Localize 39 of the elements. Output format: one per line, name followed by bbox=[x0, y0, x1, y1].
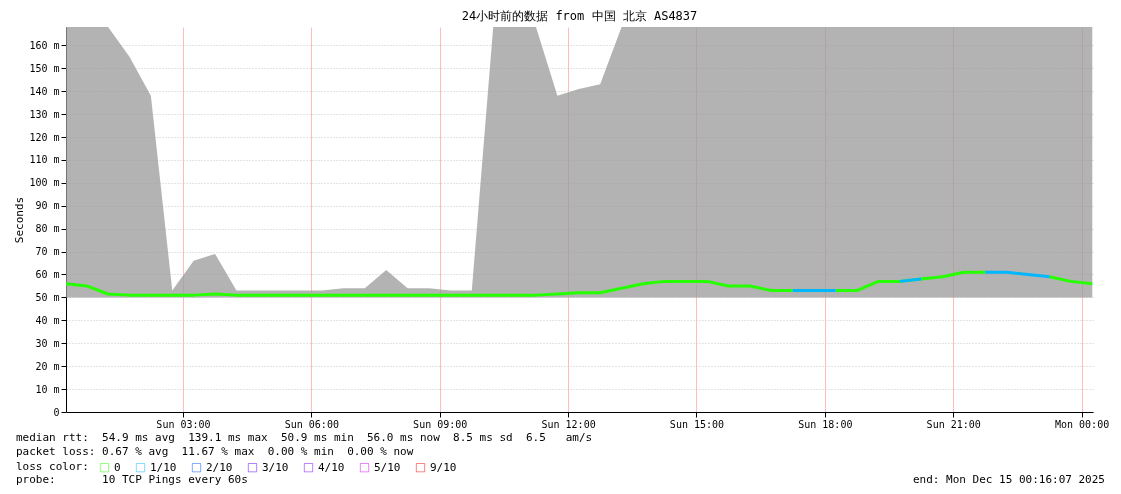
x-tick-label: Sun 21:00 bbox=[926, 418, 981, 430]
y-tick-label: 160 m bbox=[29, 39, 60, 51]
legend-label: 9/10 bbox=[430, 460, 457, 474]
x-tick-label: Sun 18:00 bbox=[798, 418, 853, 430]
y-tick-label: 0 bbox=[53, 406, 60, 418]
x-tick-label: Mon 00:00 bbox=[1055, 418, 1110, 430]
x-tick-label: Sun 06:00 bbox=[284, 418, 339, 430]
legend-label: 5/10 bbox=[374, 460, 401, 474]
legend-title: loss color: bbox=[16, 460, 89, 473]
legend-label: 3/10 bbox=[262, 460, 289, 474]
y-tick-label: 70 m bbox=[35, 246, 60, 258]
y-tick-label: 40 m bbox=[35, 314, 60, 326]
y-tick-label: 120 m bbox=[29, 131, 60, 143]
y-tick-label: 150 m bbox=[29, 62, 60, 74]
text: packet loss: 0.67 % avg 11.67 % max 0.00 % min 0.00 % now bbox=[16, 445, 414, 458]
y-tick-label: 20 m bbox=[35, 360, 60, 372]
y-tick-label: 30 m bbox=[35, 337, 60, 349]
y-tick-label: 80 m bbox=[35, 223, 60, 235]
x-tick-label: Sun 09:00 bbox=[413, 418, 468, 430]
legend-label: 1/10 bbox=[150, 460, 177, 474]
y-tick-label: 60 m bbox=[35, 269, 60, 280]
y-tick-label: 110 m bbox=[29, 154, 60, 166]
x-tick-label: Sun 15:00 bbox=[669, 418, 725, 430]
chart-title: 24小时前的数据 from 中国 北京 AS4837 bbox=[461, 9, 698, 23]
legend-label: 4/10 bbox=[318, 460, 345, 474]
y-axis-title: Seconds bbox=[13, 196, 27, 244]
text: median rtt: 54.9 ms avg 139.1 ms max 50.9 ms min 56.0 ms now 8.5 ms sd 6.5 am/s bbox=[16, 431, 593, 444]
text: probe: 10 TCP Pings every 60s bbox=[16, 473, 248, 486]
legend-label: 0 bbox=[114, 460, 121, 474]
legend-label: 2/10 bbox=[206, 460, 233, 474]
y-tick-label: 90 m bbox=[35, 200, 60, 212]
x-tick-label: Sun 12:00 bbox=[541, 418, 596, 430]
y-tick-label: 10 m bbox=[35, 383, 60, 395]
y-tick-label: 50 m bbox=[35, 291, 60, 303]
y-tick-label: 140 m bbox=[29, 85, 60, 97]
text: end: Mon Dec 15 00:16:07 2025 bbox=[912, 473, 1105, 486]
y-tick-label: 130 m bbox=[29, 108, 60, 120]
x-tick-label: Sun 03:00 bbox=[156, 418, 211, 430]
y-tick-label: 100 m bbox=[29, 177, 60, 189]
